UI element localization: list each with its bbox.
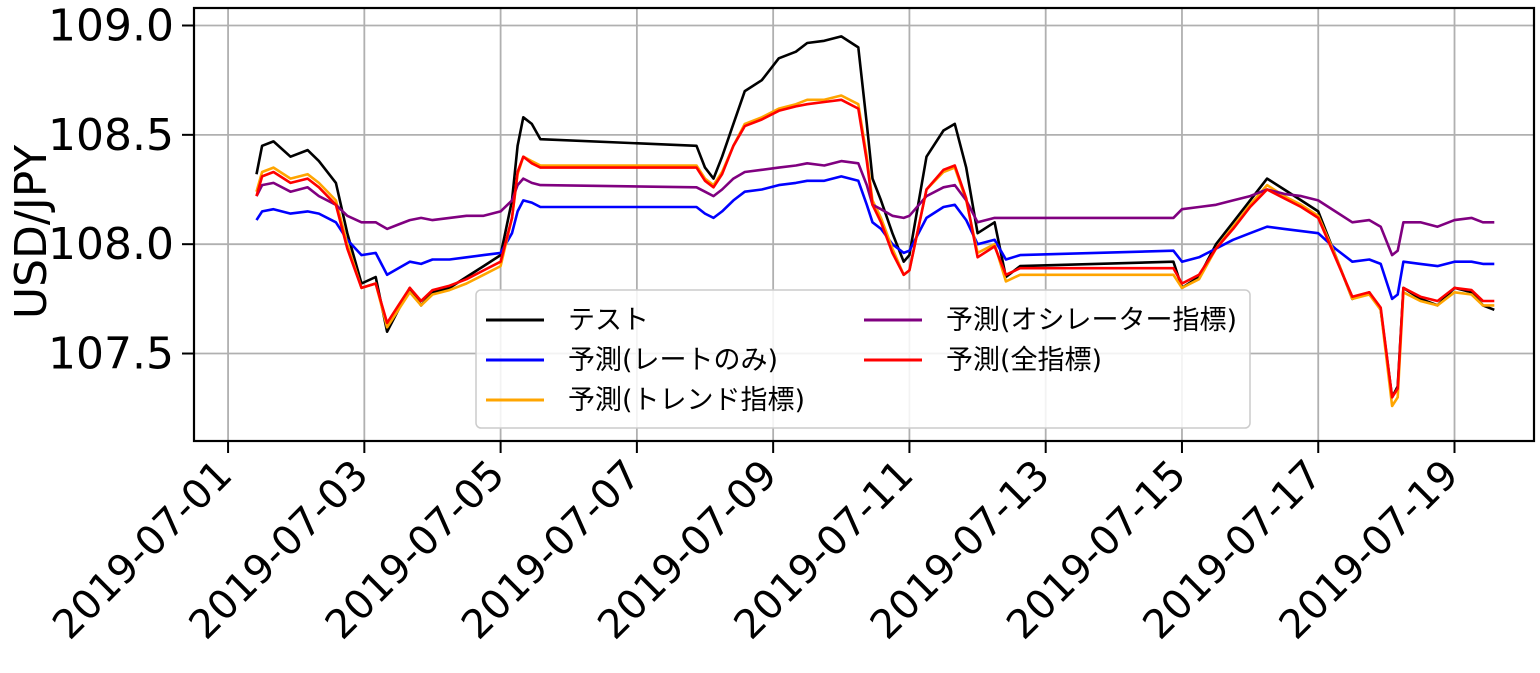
y-tick-label: 107.5 — [48, 329, 174, 380]
legend-label: 予測(レートのみ) — [568, 345, 778, 376]
y-axis: 107.5 108.0 108.5 109.0 — [48, 0, 194, 380]
legend-label: 予測(トレンド指標) — [568, 385, 805, 416]
y-tick-label: 108.0 — [48, 219, 174, 270]
y-tick-label: 108.5 — [48, 110, 174, 161]
y-axis-label: USD/JPY — [6, 145, 57, 319]
legend-box — [475, 289, 1251, 429]
legend-label: テスト — [568, 305, 649, 336]
plot-frame — [192, 6, 1536, 443]
y-tick-label: 109.0 — [48, 0, 174, 51]
legend-label: 予測(オシレーター指標) — [946, 305, 1237, 336]
series-line-4 — [255, 159, 1495, 257]
legend-label: 予測(全指標) — [946, 345, 1102, 376]
series-line-5 — [255, 98, 1495, 399]
series-layer — [255, 35, 1495, 408]
